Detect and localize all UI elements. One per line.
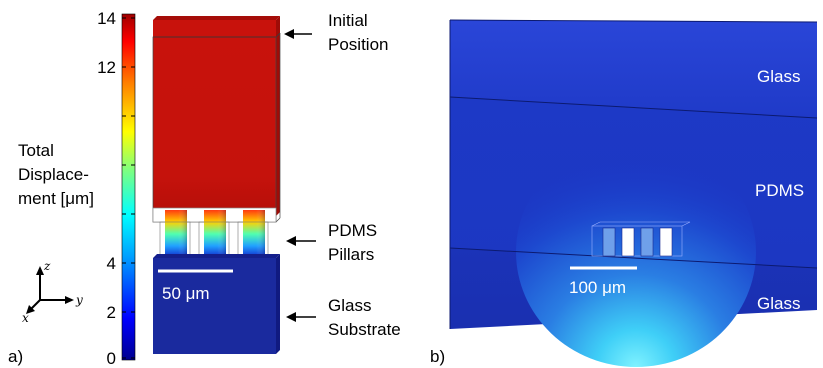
scale-bar-a-label: 50 μm [162,284,210,303]
axis-label-z: z [43,259,51,273]
glass-substrate-block [153,254,280,354]
panel-a-label: a) [8,347,23,366]
panel-a: 14 12 4 2 0 Total Displace- ment [μm] z … [8,9,401,368]
colorbar-ticks [122,17,135,359]
label-glass-substrate-line-1: Glass [328,296,371,315]
layer-glass-top [450,20,817,118]
pillars-b [591,221,691,257]
label-layer-pdms: PDMS [755,181,804,200]
colorbar-tick-4: 4 [107,254,116,273]
axes-triad [26,266,74,314]
axis-label-x: x [22,311,29,325]
pdms-pillars [159,210,269,259]
colorbar-title-line-1: Total [18,141,54,160]
label-layer-glass-top: Glass [757,67,800,86]
label-initial-position-line-1: Initial [328,11,368,30]
label-pdms-pillars-line-1: PDMS [328,221,377,240]
label-initial-position-line-2: Position [328,35,388,54]
layer-boundaries [449,19,818,329]
label-pdms-pillars-line-2: Pillars [328,245,374,264]
axis-label-y: y [75,293,83,307]
colorbar-title-line-3: ment [μm] [18,189,94,208]
colorbar-tick-2: 2 [107,303,116,322]
scale-bar-b-label: 100 μm [569,278,626,297]
colorbar-tick-14: 14 [97,9,116,28]
colorbar-title-line-2: Displace- [18,165,89,184]
panel-b-label: b) [430,347,445,366]
colorbar [121,13,136,361]
label-glass-substrate-line-2: Substrate [328,320,401,339]
annotation-arrows [284,29,316,322]
colorbar-tick-12: 12 [97,58,116,77]
label-layer-glass-bottom: Glass [757,294,800,313]
colorbar-tick-0: 0 [107,349,116,368]
displacement-glow [516,137,756,367]
displaced-block [153,16,281,216]
panel-b: 100 μm Glass PDMS Glass b) [430,19,818,367]
